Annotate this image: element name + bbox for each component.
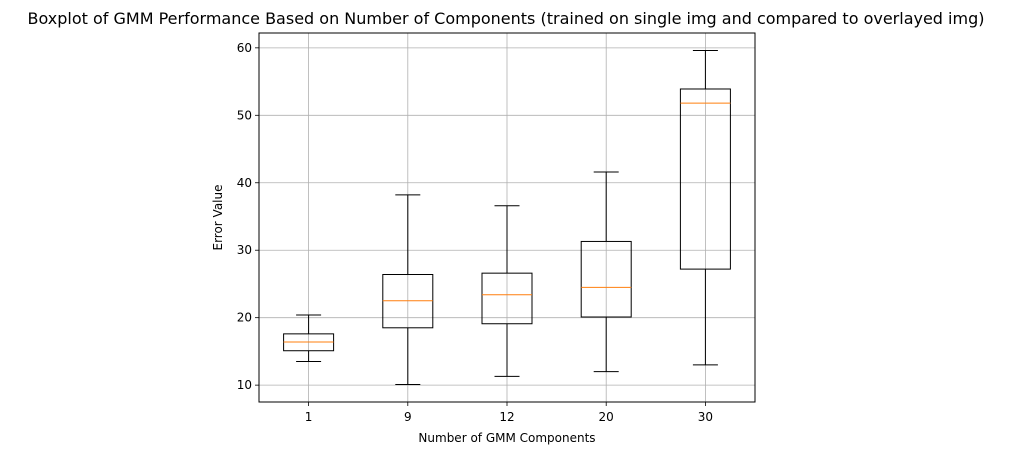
iqr-box xyxy=(481,272,533,325)
box-1 xyxy=(283,314,335,363)
x-tick-label: 9 xyxy=(404,410,412,424)
x-tick-label: 20 xyxy=(599,410,614,424)
y-tick-label: 40 xyxy=(237,176,252,190)
tick-group: 10 20 30 40 50 60 1 9 12 20 30 xyxy=(237,41,713,424)
chart-title: Boxplot of GMM Performance Based on Numb… xyxy=(28,9,985,28)
y-tick-label: 20 xyxy=(237,311,252,325)
y-tick-label: 50 xyxy=(237,108,252,122)
y-tick-label: 30 xyxy=(237,243,252,257)
y-tick-label: 10 xyxy=(237,378,252,392)
box-12 xyxy=(481,205,533,377)
x-tick-label: 30 xyxy=(698,410,713,424)
x-tick-label: 1 xyxy=(305,410,313,424)
box-20 xyxy=(580,171,632,373)
iqr-box xyxy=(580,240,632,318)
y-axis-label: Error Value xyxy=(211,184,225,250)
x-tick-label: 12 xyxy=(499,410,514,424)
box-30 xyxy=(679,50,731,366)
x-axis-label: Number of GMM Components xyxy=(418,431,595,445)
iqr-box xyxy=(679,88,731,270)
box-9 xyxy=(382,194,434,385)
box-group xyxy=(283,50,731,385)
y-tick-label: 60 xyxy=(237,41,252,55)
